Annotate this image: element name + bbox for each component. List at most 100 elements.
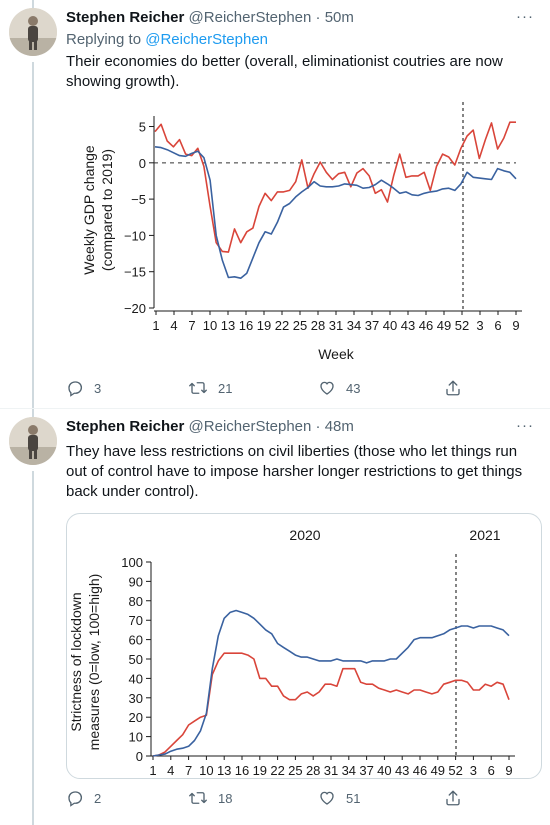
x-tick-label: 13 [217, 763, 231, 778]
separator-dot: · [315, 418, 321, 435]
tweet-media-chart[interactable]: 5 0 −5 −10 −15 −20 1 4 7 10 13 16 19 22 25 28 31 34 37 40 43… [66, 100, 540, 364]
x-tick-label: 43 [401, 318, 415, 333]
x-tick-label: 7 [185, 763, 192, 778]
replying-to: Replying to @ReicherStephen [66, 30, 268, 50]
y-tick-label: 60 [129, 633, 143, 648]
avatar[interactable] [9, 417, 57, 465]
reply-button[interactable]: 2 [66, 789, 101, 807]
y-axis-label: measures (0=low, 100=high) [86, 574, 102, 751]
x-tick-label: 46 [419, 318, 433, 333]
avatar[interactable] [9, 8, 57, 56]
author-handle[interactable]: @ReicherStephen [188, 9, 312, 26]
replying-to-link[interactable]: @ReicherStephen [145, 31, 269, 48]
y-tick-label: 0 [136, 749, 143, 764]
tweet-media-chart[interactable]: 100 90 80 70 60 50 40 30 20 10 0 1 4 7 10 13 16 19 22 25 28 3… [66, 513, 542, 779]
y-tick-label: −5 [131, 192, 146, 207]
x-tick-label: 52 [448, 763, 462, 778]
x-axis-label: Week [318, 346, 355, 362]
tweet-timestamp[interactable]: 50m [324, 9, 354, 26]
x-tick-label: 3 [476, 318, 483, 333]
tweet-timestamp[interactable]: 48m [324, 418, 354, 435]
x-tick-label: 16 [239, 318, 253, 333]
y-tick-label: 40 [129, 671, 143, 686]
x-tick-label: 49 [431, 763, 445, 778]
tweet-header: Stephen Reicher @ReicherStephen · 48m [66, 417, 354, 437]
retweet-icon [189, 792, 207, 804]
thread-line-top [32, 409, 34, 417]
tweet-header: Stephen Reicher @ReicherStephen · 50m [66, 8, 354, 28]
more-icon[interactable]: ··· [516, 417, 534, 434]
x-tick-label: 37 [365, 318, 379, 333]
tweet-2[interactable]: Stephen Reicher @ReicherStephen · 48m ··… [0, 409, 550, 825]
y-tick-label: −10 [124, 228, 146, 243]
y-tick-label: 70 [129, 613, 143, 628]
y-tick-label: 90 [129, 574, 143, 589]
x-tick-label: 13 [221, 318, 235, 333]
y-tick-label: 30 [129, 691, 143, 706]
share-button[interactable] [444, 379, 462, 397]
reply-button[interactable]: 3 [66, 379, 101, 397]
tweet-divider [0, 408, 550, 409]
x-tick-label: 6 [488, 763, 495, 778]
tweet-text: They have less restrictions on civil lib… [66, 443, 523, 500]
separator-dot: · [315, 9, 321, 26]
share-icon [446, 790, 460, 806]
y-tick-label: 50 [129, 652, 143, 667]
x-tick-label: 28 [311, 318, 325, 333]
x-tick-label: 1 [149, 763, 156, 778]
x-tick-label: 28 [306, 763, 320, 778]
author-name[interactable]: Stephen Reicher [66, 418, 185, 435]
x-tick-label: 46 [413, 763, 427, 778]
avatar-image [9, 417, 57, 465]
author-name[interactable]: Stephen Reicher [66, 9, 185, 26]
x-tick-label: 10 [203, 318, 217, 333]
tweet-text: Their economies do better (overall, elim… [66, 53, 503, 90]
y-axis-label: Strictness of lockdown [68, 592, 84, 731]
reply-count: 2 [94, 790, 102, 806]
series-line-blue [154, 146, 517, 279]
x-tick-label: 40 [383, 318, 397, 333]
y-tick-label: 5 [139, 120, 146, 135]
tweet-1[interactable]: Stephen Reicher @ReicherStephen · 50m ··… [0, 0, 550, 408]
y-tick-label: 80 [129, 594, 143, 609]
x-tick-label: 4 [167, 763, 174, 778]
like-button[interactable]: 51 [318, 789, 360, 807]
thread-line [32, 62, 34, 408]
retweet-icon [189, 382, 207, 394]
x-tick-label: 16 [235, 763, 249, 778]
y-tick-label: −20 [124, 301, 146, 316]
x-tick-label: 31 [329, 318, 343, 333]
x-tick-label: 9 [505, 763, 512, 778]
x-tick-label: 52 [455, 318, 469, 333]
share-icon [446, 380, 460, 396]
series-line-red [154, 121, 516, 253]
x-tick-label: 19 [257, 318, 271, 333]
y-tick-label: 100 [121, 555, 143, 570]
x-tick-label: 3 [470, 763, 477, 778]
thread-line-top [32, 0, 34, 8]
x-tick-label: 34 [342, 763, 356, 778]
y-tick-label: 10 [129, 730, 143, 745]
thread-line [32, 471, 34, 825]
like-button[interactable]: 43 [318, 379, 360, 397]
y-tick-label: −15 [124, 265, 146, 280]
author-handle[interactable]: @ReicherStephen [188, 418, 312, 435]
avatar-image [9, 8, 57, 56]
year-label-2020: 2020 [289, 527, 320, 543]
tweet-actions: 2 18 51 [66, 789, 486, 809]
retweet-button[interactable]: 21 [188, 379, 232, 397]
reply-icon [68, 791, 83, 807]
x-tick-label: 43 [395, 763, 409, 778]
like-icon [320, 791, 334, 805]
x-tick-label: 31 [324, 763, 338, 778]
x-tick-label: 6 [494, 318, 501, 333]
x-tick-label: 25 [293, 318, 307, 333]
share-button[interactable] [444, 789, 462, 807]
reply-icon [68, 381, 83, 397]
retweet-button[interactable]: 18 [188, 789, 232, 807]
more-icon[interactable]: ··· [516, 8, 534, 25]
x-tick-label: 22 [270, 763, 284, 778]
x-tick-label: 4 [170, 318, 177, 333]
tweet-actions: 3 21 43 [66, 379, 486, 399]
